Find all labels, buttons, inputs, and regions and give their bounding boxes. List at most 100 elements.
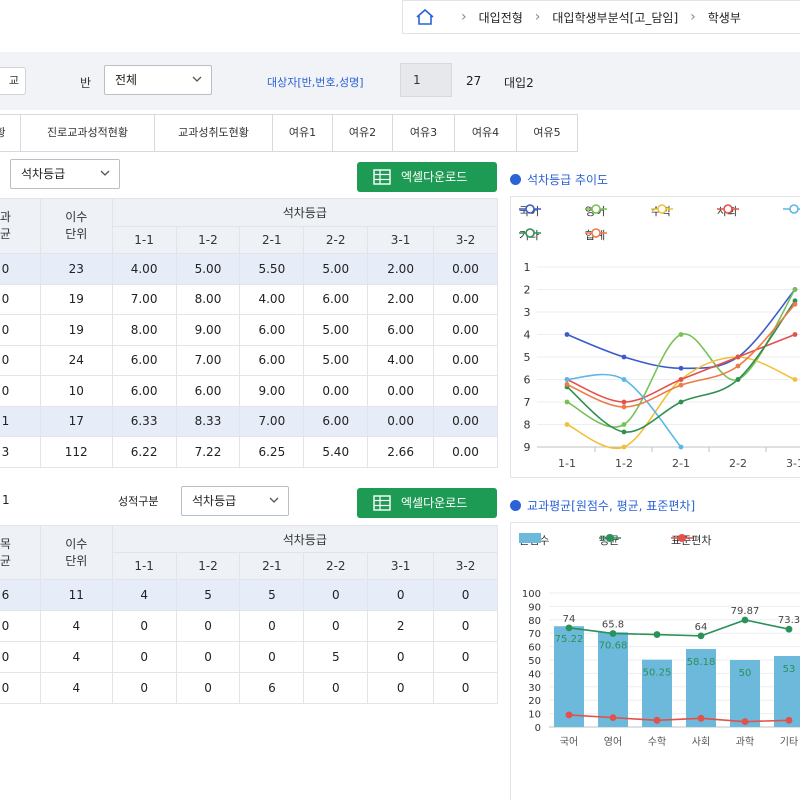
target-label[interactable]: 대상자[반,번호,성명]	[267, 76, 364, 89]
table-cell: 4	[39, 610, 113, 642]
y-tick-label: 2	[524, 284, 531, 297]
average-value-label: 79.87	[731, 606, 760, 617]
table-cell: 0	[0, 672, 41, 704]
y-tick-label: 100	[522, 589, 541, 600]
breadcrumb-item[interactable]: 대입학생부분석[고_담임]	[552, 10, 679, 25]
tab-item[interactable]: 여유2	[332, 114, 392, 152]
table-cell: 0.00	[433, 314, 498, 346]
data-point	[678, 444, 684, 450]
chevron-right-icon: ›	[690, 9, 696, 25]
legend-item[interactable]: 기타	[519, 227, 541, 243]
bar-value-label: 70.68	[599, 640, 628, 651]
tab-item[interactable]: 교과성취도현황	[154, 114, 272, 152]
table-cell: 0	[0, 283, 41, 315]
y-tick-label: 10	[528, 710, 541, 721]
series-line	[566, 356, 796, 450]
semester-header: 2-2	[303, 552, 369, 580]
series-line	[566, 289, 796, 428]
bar-value-label: 53	[783, 664, 796, 675]
bar-value-label: 75.22	[555, 634, 584, 645]
section-label: 1	[2, 493, 10, 507]
class-select[interactable]: 전체	[104, 65, 212, 95]
legend-item[interactable]: 수학	[651, 203, 673, 219]
legend-item[interactable]: 평균	[599, 532, 621, 548]
table-cell: 0	[303, 672, 369, 704]
table-row[interactable]: 0 19 8.00 9.00 6.00 5.00 6.00 0.00	[0, 314, 498, 346]
table-row[interactable]: 6 11 4 5 5 0 0 0	[0, 579, 498, 611]
table-row[interactable]: 0 24 6.00 7.00 6.00 5.00 4.00 0.00	[0, 344, 498, 376]
table-cell: 9.00	[239, 375, 305, 407]
table-cell: 0	[367, 672, 435, 704]
table-row[interactable]: 0 23 4.00 5.00 5.50 5.00 2.00 0.00	[0, 253, 498, 285]
grade-type-select[interactable]: 석차등급	[10, 159, 120, 189]
table-cell: 5.50	[239, 253, 305, 285]
legend-item[interactable]: 영어	[585, 203, 607, 219]
data-point	[564, 377, 570, 382]
table-cell: 0.00	[433, 436, 498, 468]
data-point	[678, 332, 684, 337]
data-point	[792, 301, 798, 307]
legend-item[interactable]: 국어	[519, 203, 541, 219]
table-cell: 6.00	[111, 344, 177, 376]
tab-item[interactable]: 여유4	[454, 114, 516, 152]
table-cell: 7.00	[175, 344, 241, 376]
table-cell: 0	[239, 641, 305, 673]
table-row[interactable]: 0 10 6.00 6.00 9.00 0.00 0.00 0.00	[0, 375, 498, 407]
grade-type-select-value: 석차등급	[21, 167, 66, 181]
line-chart-title-text: 석차등급 추이도	[527, 173, 609, 187]
home-icon[interactable]	[415, 8, 435, 26]
table-row[interactable]: 1 17 6.33 8.33 7.00 6.00 0.00 0.00	[0, 405, 498, 437]
table-cell: 5.00	[303, 314, 369, 346]
excel-download-button-2[interactable]: 엑셀다운로드	[357, 488, 497, 518]
table-cell: 6	[239, 672, 305, 704]
breadcrumb-item[interactable]: 대입전형	[478, 10, 523, 25]
table-cell: 0	[175, 610, 241, 642]
target-number-field[interactable]: 1	[400, 63, 452, 97]
table-cell: 2.00	[367, 253, 435, 285]
legend-item[interactable]: 원점수	[519, 532, 549, 548]
grade-type-select-2[interactable]: 석차등급	[181, 486, 289, 516]
semester-header: 2-1	[239, 226, 305, 254]
legend-item[interactable]: 합계	[585, 227, 607, 243]
tab-item[interactable]: 여유3	[392, 114, 454, 152]
target-count: 27	[466, 74, 482, 88]
semester-header: 2-1	[239, 552, 305, 580]
data-point	[621, 377, 627, 382]
table-cell: 4	[39, 641, 113, 673]
data-point	[735, 354, 741, 360]
data-point	[621, 444, 627, 450]
table-cell: 0.00	[303, 375, 369, 407]
table-cell: 6.00	[239, 314, 305, 346]
table-row[interactable]: 0 19 7.00 8.00 4.00 6.00 2.00 0.00	[0, 283, 498, 315]
table-cell: 0	[433, 641, 498, 673]
table-cell: 6.00	[111, 375, 177, 407]
data-point	[621, 404, 627, 410]
query-button[interactable]: 교	[0, 67, 26, 95]
table-row[interactable]: 3 112 6.22 7.22 6.25 5.40 2.66 0.00	[0, 436, 498, 468]
legend-item[interactable]: 표준편차	[671, 532, 711, 548]
y-tick-label: 6	[524, 374, 531, 387]
bullet-icon	[510, 174, 521, 185]
stddev-point	[609, 714, 617, 722]
tab-item[interactable]: 황	[0, 114, 20, 152]
table-cell: 0	[367, 579, 435, 611]
bar-value-label: 58.18	[687, 657, 716, 668]
table-cell: 19	[39, 283, 113, 315]
y-tick-label: 80	[528, 616, 541, 627]
data-point	[621, 399, 627, 405]
table-cell: 4	[111, 579, 177, 611]
tab-item[interactable]: 여유5	[516, 114, 578, 152]
table-cell: 17	[39, 405, 113, 437]
tab-item[interactable]: 여유1	[272, 114, 332, 152]
legend-marker-icon	[519, 204, 541, 214]
table-cell: 5	[303, 641, 369, 673]
tab-item[interactable]: 진로교과성적현황	[20, 114, 154, 152]
table-cell: 0	[0, 314, 41, 346]
legend-item[interactable]: 사회	[717, 203, 739, 219]
excel-download-button[interactable]: 엑셀다운로드	[357, 162, 497, 192]
semester-header: 2-2	[303, 226, 369, 254]
breadcrumb-item[interactable]: 학생부	[707, 10, 741, 25]
